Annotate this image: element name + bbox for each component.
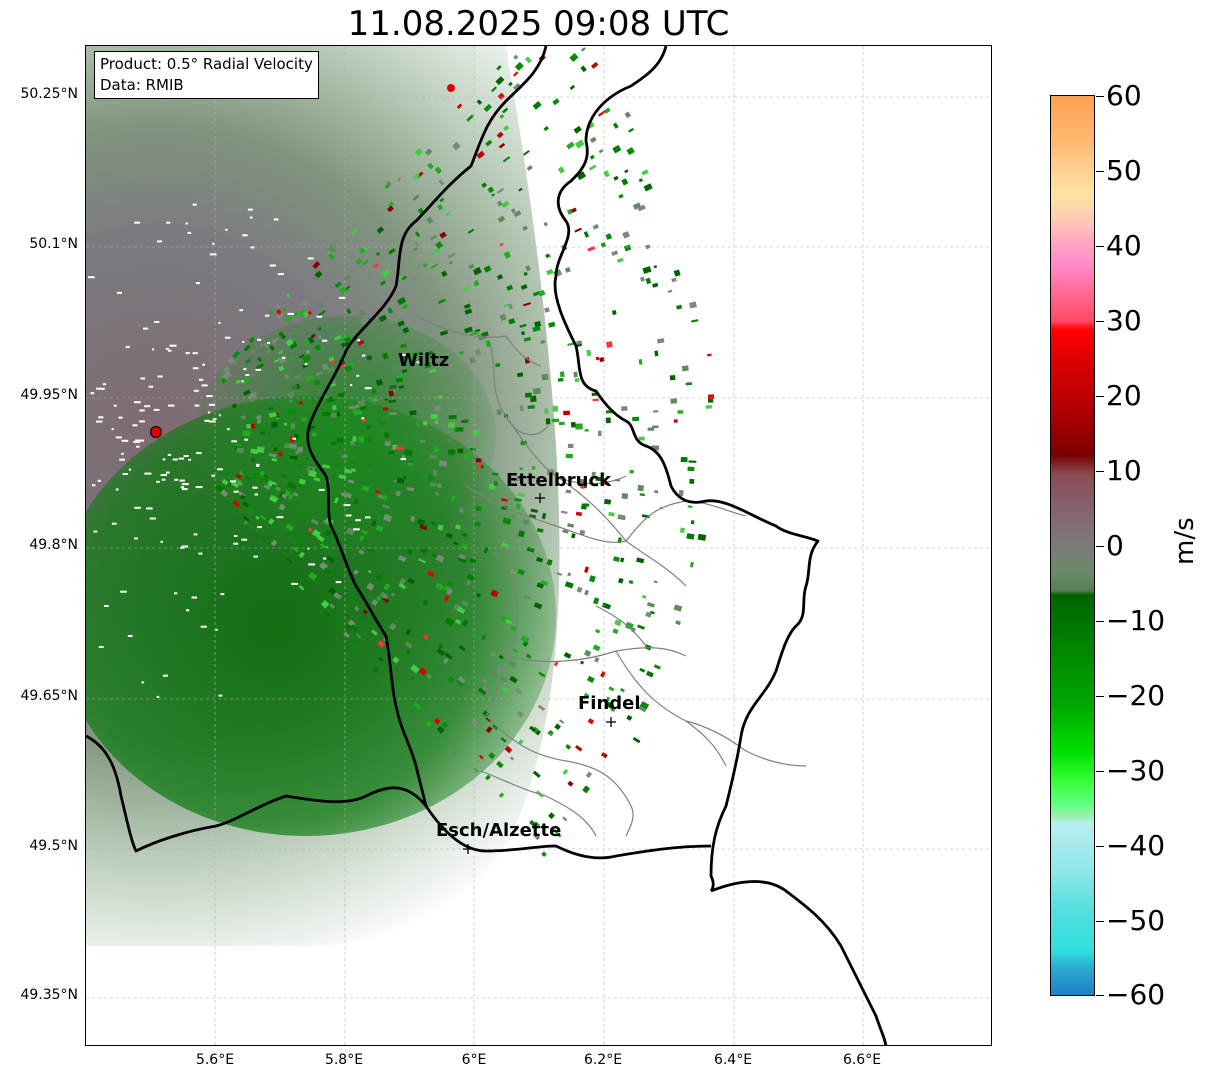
velocity-colorbar bbox=[1050, 95, 1095, 996]
city-label-esch-alzette: Esch/Alzette bbox=[436, 820, 562, 841]
colorbar-tick-label: −20 bbox=[1106, 679, 1166, 712]
colorbar-tick bbox=[1096, 321, 1104, 322]
colorbar-tick-label: −40 bbox=[1106, 829, 1166, 862]
data-source-label: Data: RMIB bbox=[100, 76, 184, 94]
city-label-wiltz: Wiltz bbox=[398, 350, 450, 371]
colorbar-tick bbox=[1096, 621, 1104, 622]
lon-tick-label: 6.4°E bbox=[713, 1052, 753, 1068]
colorbar-tick-label: −10 bbox=[1106, 604, 1166, 637]
radar-speckles bbox=[87, 46, 715, 858]
colorbar-tick bbox=[1096, 921, 1104, 922]
colorbar-tick bbox=[1096, 771, 1104, 772]
lon-tick-label: 6.2°E bbox=[583, 1052, 623, 1068]
lon-tick-label: 5.8°E bbox=[324, 1052, 364, 1068]
colorbar-tick-label: 0 bbox=[1106, 529, 1124, 562]
radar-site-marker[interactable] bbox=[150, 426, 162, 438]
radar-echo-field bbox=[86, 46, 715, 946]
colorbar-tick bbox=[1096, 396, 1104, 397]
colorbar-tick-label: 20 bbox=[1106, 379, 1142, 412]
colorbar-tick-label: 60 bbox=[1106, 79, 1142, 112]
radar-map[interactable] bbox=[86, 46, 992, 1046]
lat-tick-label: 50.1°N bbox=[29, 236, 78, 252]
lat-tick-label: 49.5°N bbox=[29, 838, 78, 854]
colorbar-tick-label: 10 bbox=[1106, 454, 1142, 487]
radar-echo-point bbox=[447, 84, 455, 92]
lat-tick-label: 49.8°N bbox=[29, 537, 78, 553]
colorbar-tick bbox=[1096, 546, 1104, 547]
colorbar-tick bbox=[1096, 171, 1104, 172]
colorbar-tick bbox=[1096, 995, 1104, 996]
colorbar-tick bbox=[1096, 471, 1104, 472]
colorbar-tick-label: −50 bbox=[1106, 904, 1166, 937]
product-label: Product: 0.5° Radial Velocity bbox=[100, 55, 313, 73]
colorbar-tick bbox=[1096, 96, 1104, 97]
colorbar-tick-label: −60 bbox=[1106, 978, 1166, 1011]
product-info-box: Product: 0.5° Radial Velocity Data: RMIB bbox=[94, 51, 319, 99]
city-label-findel: Findel bbox=[578, 693, 641, 714]
city-markers bbox=[463, 493, 616, 854]
colorbar-tick bbox=[1096, 846, 1104, 847]
colorbar-tick-label: 40 bbox=[1106, 229, 1142, 262]
map-title: 11.08.2025 09:08 UTC bbox=[347, 4, 730, 44]
city-label-ettelbruck: Ettelbruck bbox=[506, 470, 612, 491]
colorbar-unit-label: m/s bbox=[1170, 517, 1200, 565]
colorbar-tick-label: −30 bbox=[1106, 754, 1166, 787]
colorbar-tick-label: 50 bbox=[1106, 154, 1142, 187]
map-panel[interactable] bbox=[85, 45, 992, 1046]
lat-tick-label: 49.35°N bbox=[20, 987, 78, 1003]
canton-boundaries bbox=[415, 315, 807, 837]
lon-tick-label: 6°E bbox=[461, 1052, 487, 1068]
country-borders bbox=[86, 46, 888, 1045]
lat-tick-label: 49.65°N bbox=[20, 688, 78, 704]
lon-tick-label: 5.6°E bbox=[195, 1052, 235, 1068]
lat-tick-label: 50.25°N bbox=[20, 86, 78, 102]
colorbar-tick bbox=[1096, 246, 1104, 247]
colorbar-tick-label: 30 bbox=[1106, 304, 1142, 337]
colorbar-tick bbox=[1096, 696, 1104, 697]
lon-tick-label: 6.6°E bbox=[842, 1052, 882, 1068]
lat-tick-label: 49.95°N bbox=[20, 387, 78, 403]
